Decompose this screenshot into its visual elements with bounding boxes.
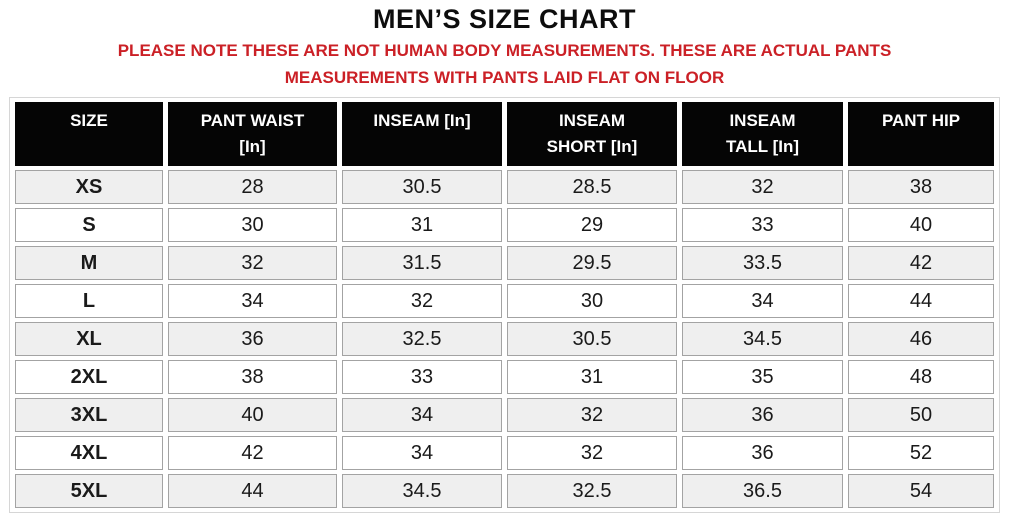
value-cell: 34 xyxy=(682,284,843,318)
size-row-l: L 34 32 30 34 44 xyxy=(15,284,994,318)
value-cell: 46 xyxy=(848,322,994,356)
size-label-cell: 3XL xyxy=(15,398,163,432)
header-row: SIZE PANT WAIST [In] INSEAM [In] INSEAM SHO… xyxy=(15,102,994,166)
size-row-3xl: 3XL 40 34 32 36 50 xyxy=(15,398,994,432)
value-cell: 40 xyxy=(848,208,994,242)
value-cell: 29.5 xyxy=(507,246,677,280)
value-cell: 30.5 xyxy=(507,322,677,356)
value-cell: 44 xyxy=(848,284,994,318)
size-row-xs: XS 28 30.5 28.5 32 38 xyxy=(15,170,994,204)
column-header-size: SIZE xyxy=(15,102,163,166)
size-row-2xl: 2XL 38 33 31 35 48 xyxy=(15,360,994,394)
value-cell: 30.5 xyxy=(342,170,502,204)
size-table: SIZE PANT WAIST [In] INSEAM [In] INSEAM SHO… xyxy=(9,97,1000,513)
size-row-xl: XL 36 32.5 30.5 34.5 46 xyxy=(15,322,994,356)
value-cell: 32 xyxy=(507,398,677,432)
value-cell: 42 xyxy=(848,246,994,280)
size-label-cell: XS xyxy=(15,170,163,204)
size-row-4xl: 4XL 42 34 32 36 52 xyxy=(15,436,994,470)
size-table-header: SIZE PANT WAIST [In] INSEAM [In] INSEAM SHO… xyxy=(15,102,994,166)
value-cell: 36 xyxy=(168,322,337,356)
value-cell: 30 xyxy=(507,284,677,318)
size-label-cell: L xyxy=(15,284,163,318)
value-cell: 35 xyxy=(682,360,843,394)
value-cell: 36 xyxy=(682,436,843,470)
value-cell: 29 xyxy=(507,208,677,242)
value-cell: 32.5 xyxy=(507,474,677,508)
value-cell: 32 xyxy=(168,246,337,280)
value-cell: 31 xyxy=(507,360,677,394)
size-row-5xl: 5XL 44 34.5 32.5 36.5 54 xyxy=(15,474,994,508)
value-cell: 36 xyxy=(682,398,843,432)
value-cell: 34.5 xyxy=(682,322,843,356)
page-title: MEN’S SIZE CHART xyxy=(372,4,636,34)
size-table-body: XS 28 30.5 28.5 32 38 S 30 31 29 33 40 M 32 31.5 29.5 33… xyxy=(15,170,994,508)
value-cell: 32 xyxy=(507,436,677,470)
value-cell: 32 xyxy=(682,170,843,204)
value-cell: 31 xyxy=(342,208,502,242)
column-header-inseam-tall-in-: INSEAM TALL [In] xyxy=(682,102,843,166)
value-cell: 44 xyxy=(168,474,337,508)
value-cell: 34.5 xyxy=(342,474,502,508)
size-label-cell: XL xyxy=(15,322,163,356)
value-cell: 42 xyxy=(168,436,337,470)
value-cell: 40 xyxy=(168,398,337,432)
value-cell: 36.5 xyxy=(682,474,843,508)
column-header-inseam-short-in-: INSEAM SHORT [In] xyxy=(507,102,677,166)
column-header-pant-waist-in-: PANT WAIST [In] xyxy=(168,102,337,166)
value-cell: 33 xyxy=(342,360,502,394)
value-cell: 50 xyxy=(848,398,994,432)
value-cell: 32 xyxy=(342,284,502,318)
value-cell: 28.5 xyxy=(507,170,677,204)
value-cell: 31.5 xyxy=(342,246,502,280)
column-header-pant-hip: PANT HIP xyxy=(848,102,994,166)
value-cell: 33.5 xyxy=(682,246,843,280)
value-cell: 33 xyxy=(682,208,843,242)
value-cell: 54 xyxy=(848,474,994,508)
size-row-s: S 30 31 29 33 40 xyxy=(15,208,994,242)
value-cell: 34 xyxy=(342,398,502,432)
size-label-cell: M xyxy=(15,246,163,280)
value-cell: 52 xyxy=(848,436,994,470)
measurement-note-line-1: PLEASE NOTE THESE ARE NOT HUMAN BODY MEA… xyxy=(117,41,892,60)
value-cell: 34 xyxy=(168,284,337,318)
size-label-cell: 4XL xyxy=(15,436,163,470)
size-label-cell: 5XL xyxy=(15,474,163,508)
value-cell: 48 xyxy=(848,360,994,394)
value-cell: 30 xyxy=(168,208,337,242)
size-label-cell: 2XL xyxy=(15,360,163,394)
size-row-m: M 32 31.5 29.5 33.5 42 xyxy=(15,246,994,280)
size-label-cell: S xyxy=(15,208,163,242)
measurement-note-line-2: MEASUREMENTS WITH PANTS LAID FLAT ON FLO… xyxy=(284,68,725,87)
value-cell: 28 xyxy=(168,170,337,204)
value-cell: 38 xyxy=(168,360,337,394)
value-cell: 38 xyxy=(848,170,994,204)
column-header-inseam-in-: INSEAM [In] xyxy=(342,102,502,166)
measurement-note: PLEASE NOTE THESE ARE NOT HUMAN BODY MEA… xyxy=(0,37,1009,91)
value-cell: 34 xyxy=(342,436,502,470)
value-cell: 32.5 xyxy=(342,322,502,356)
